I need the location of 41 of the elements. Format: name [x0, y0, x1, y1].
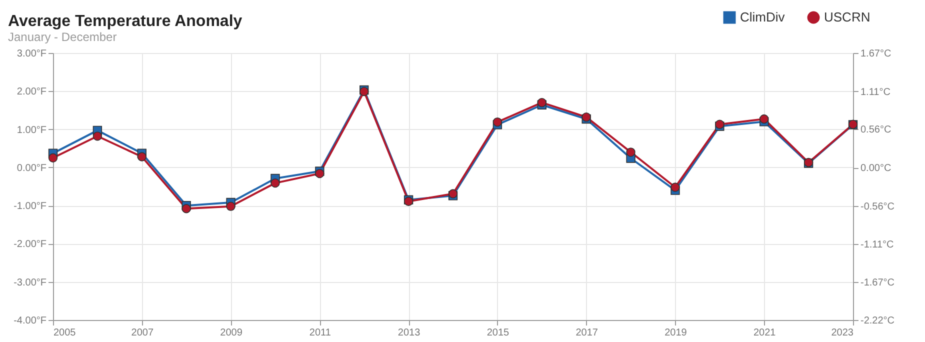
y2-tick-label: 1.67°C [860, 48, 892, 60]
x-tick-label: 2023 [831, 328, 854, 338]
x-tick-label: 2019 [664, 328, 688, 338]
legend-label: USCRN [824, 10, 870, 25]
x-tick-label: 2011 [309, 328, 332, 338]
point [48, 153, 58, 162]
y-tick-label: 0.00°F [16, 162, 46, 174]
y2-tick-label: -1.11°C [860, 239, 894, 250]
x-tick-label: 2017 [576, 328, 598, 338]
x-tick-label: 2005 [54, 328, 76, 338]
point [92, 132, 102, 141]
x-tick-label: 2009 [220, 328, 243, 338]
point [182, 204, 191, 214]
point [270, 178, 280, 188]
x-tick-label: 2007 [131, 328, 154, 338]
y2-tick-label: -0.56°C [860, 202, 895, 213]
point [137, 152, 146, 162]
y2-tick-label: 0.00°C [860, 163, 892, 174]
point [626, 148, 636, 157]
legend-label: ClimDiv [740, 10, 786, 25]
y-tick-label: -4.00°F [14, 316, 46, 326]
point [492, 117, 502, 127]
point [760, 114, 769, 124]
x-tick-label: 2015 [486, 328, 510, 338]
y2-tick-label: 0.56°C [860, 124, 892, 136]
y2-tick-label: 1.11°C [860, 86, 890, 98]
x-tick-label: 2013 [398, 328, 421, 338]
point [670, 182, 680, 192]
x-tick-label: 2021 [753, 328, 776, 338]
y-tick-label: -1.00°F [14, 201, 46, 212]
y2-tick-label: -1.67°C [860, 278, 895, 289]
point [226, 202, 236, 211]
y-tick-label: 3.00°F [16, 48, 46, 60]
y-tick-label: -3.00°F [14, 277, 46, 288]
y-tick-label: 2.00°F [16, 86, 46, 98]
chart-subtitle: January - December [8, 30, 117, 44]
point [315, 168, 324, 178]
y2-tick-label: -2.22°C [860, 316, 895, 326]
y-tick-label: 1.00°F [16, 124, 46, 136]
y-tick-label: -2.00°F [14, 239, 46, 250]
chart-title: Average Temperature Anomaly [8, 13, 242, 30]
